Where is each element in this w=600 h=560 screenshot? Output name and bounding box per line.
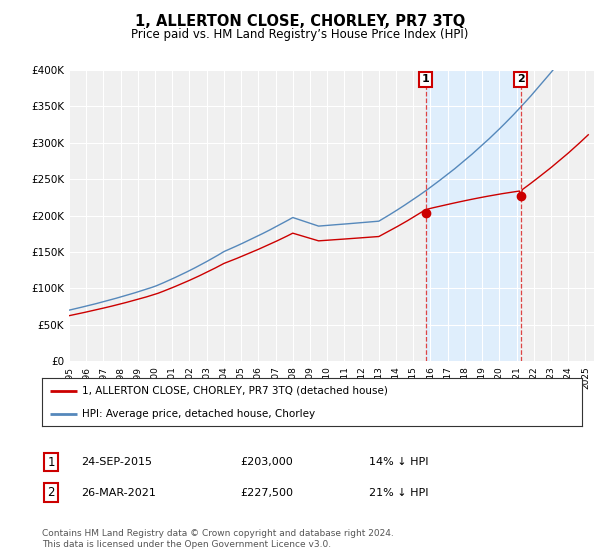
- Text: Contains HM Land Registry data © Crown copyright and database right 2024.
This d: Contains HM Land Registry data © Crown c…: [42, 529, 394, 549]
- Text: 2: 2: [517, 74, 524, 85]
- Text: 2: 2: [47, 486, 55, 500]
- Text: 14% ↓ HPI: 14% ↓ HPI: [369, 457, 428, 467]
- Text: 1: 1: [422, 74, 430, 85]
- Text: 1: 1: [47, 455, 55, 469]
- Text: Price paid vs. HM Land Registry’s House Price Index (HPI): Price paid vs. HM Land Registry’s House …: [131, 28, 469, 41]
- Text: £227,500: £227,500: [240, 488, 293, 498]
- Text: £203,000: £203,000: [240, 457, 293, 467]
- Text: 1, ALLERTON CLOSE, CHORLEY, PR7 3TQ (detached house): 1, ALLERTON CLOSE, CHORLEY, PR7 3TQ (det…: [83, 386, 388, 396]
- Text: 24-SEP-2015: 24-SEP-2015: [81, 457, 152, 467]
- Text: HPI: Average price, detached house, Chorley: HPI: Average price, detached house, Chor…: [83, 409, 316, 419]
- Bar: [426, 70, 520, 361]
- Text: 1, ALLERTON CLOSE, CHORLEY, PR7 3TQ: 1, ALLERTON CLOSE, CHORLEY, PR7 3TQ: [135, 14, 465, 29]
- Text: 26-MAR-2021: 26-MAR-2021: [81, 488, 156, 498]
- Text: 21% ↓ HPI: 21% ↓ HPI: [369, 488, 428, 498]
